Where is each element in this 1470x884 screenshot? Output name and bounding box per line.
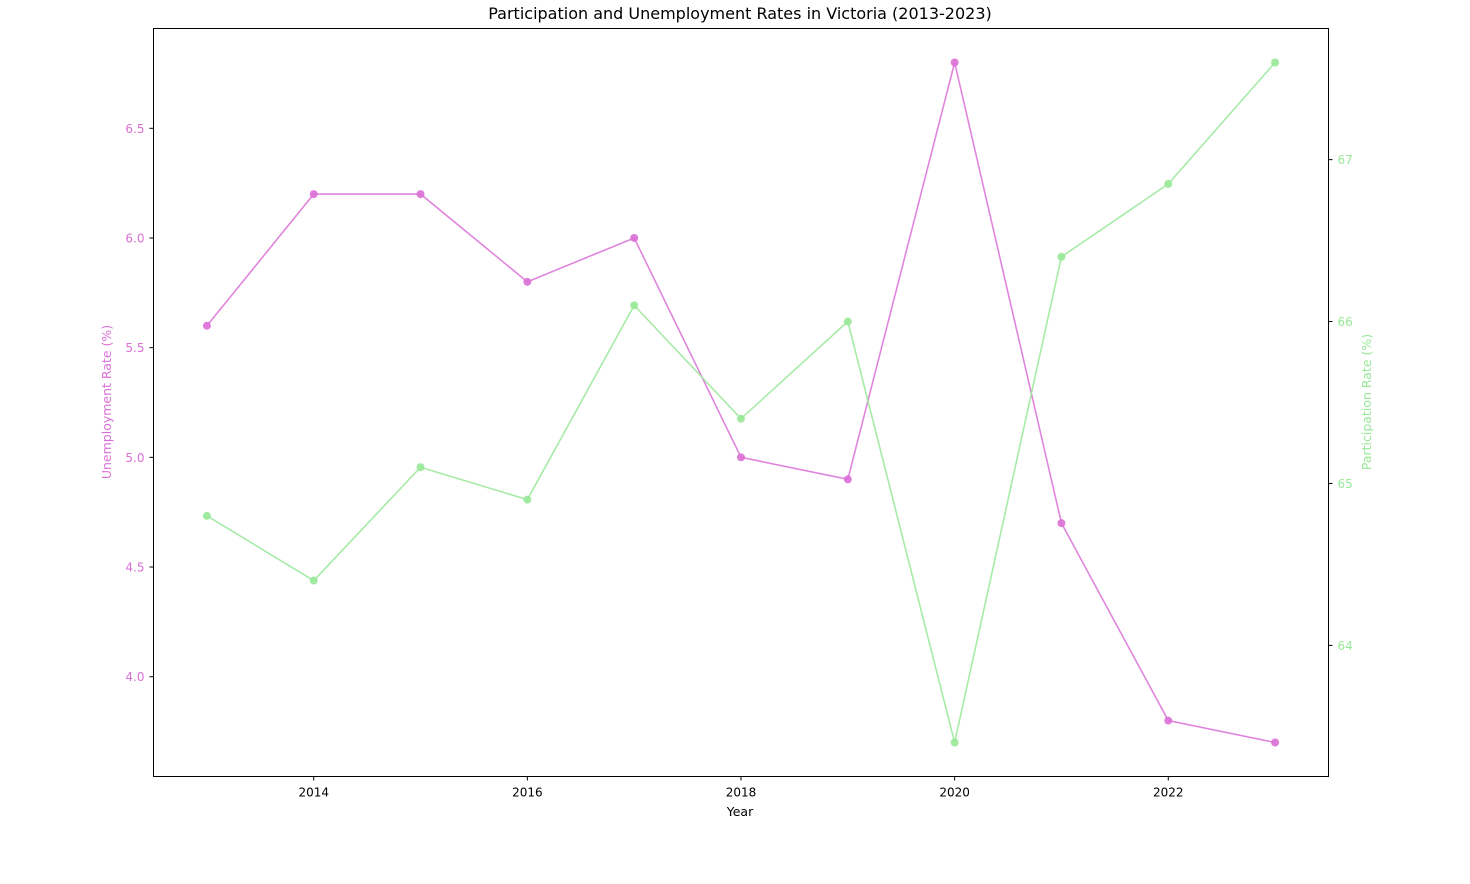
x-tick-label: 2016 [512, 786, 543, 800]
unemployment-rate-point [202, 321, 211, 330]
participation-rate-point [1271, 58, 1280, 67]
participation-rate-point [309, 576, 318, 585]
left-tick-label: 4.5 [125, 561, 144, 575]
participation-rate-point [630, 301, 639, 310]
right-tick-label: 66 [1338, 315, 1353, 329]
right-y-axis-label: Participation Rate (%) [1359, 334, 1374, 470]
left-tick-label: 5.0 [125, 451, 144, 465]
participation-rate-point [737, 414, 745, 423]
unemployment-rate-point [416, 190, 425, 199]
unemployment-rate-point [309, 190, 318, 199]
unemployment-rate-line [206, 62, 1276, 744]
right-tick-label: 64 [1338, 639, 1353, 653]
unemployment-rate-point [1164, 716, 1173, 725]
right-tick-label: 65 [1338, 477, 1353, 491]
unemployment-rate-point [843, 475, 852, 484]
participation-rate-point [843, 317, 852, 326]
x-tick-label: 2020 [939, 786, 970, 800]
unemployment-rate-point [950, 58, 959, 67]
left-tick-label: 5.5 [125, 341, 144, 355]
participation-rate-point [1164, 179, 1173, 188]
left-y-axis-ticks: 4.0 4.5 5.0 5.5 6.0 6.5 [125, 122, 154, 684]
left-tick-label: 4.0 [125, 670, 144, 684]
participation-rate-point [416, 463, 425, 472]
left-tick-label: 6.0 [125, 231, 144, 245]
x-tick-label: 2022 [1153, 786, 1184, 800]
left-y-axis-label: Unemployment Rate (%) [99, 325, 114, 479]
x-axis-ticks: 2014 2016 2018 2020 2022 [298, 776, 1184, 800]
unemployment-rate-point [1271, 738, 1280, 747]
unemployment-rate-point [523, 277, 532, 286]
unemployment-rate-point [737, 453, 745, 462]
plot-area-frame [153, 28, 1329, 777]
participation-rate-point [950, 738, 959, 747]
series-points [202, 58, 1280, 747]
right-y-axis-ticks: 64 65 66 67 [1328, 153, 1353, 653]
series-lines [206, 61, 1276, 744]
chart-title: Participation and Unemployment Rates in … [488, 4, 992, 23]
right-tick-label: 67 [1338, 153, 1353, 167]
unemployment-rate-point [1057, 519, 1066, 528]
x-tick-label: 2018 [726, 786, 757, 800]
participation-rate-point [202, 511, 211, 520]
x-axis-label: Year [726, 804, 754, 819]
participation-rate-point [1057, 252, 1066, 261]
participation-rate-line [206, 61, 1276, 743]
participation-rate-point [523, 495, 532, 504]
left-tick-label: 6.5 [125, 122, 144, 136]
unemployment-rate-point [630, 233, 639, 242]
x-tick-label: 2014 [298, 786, 329, 800]
